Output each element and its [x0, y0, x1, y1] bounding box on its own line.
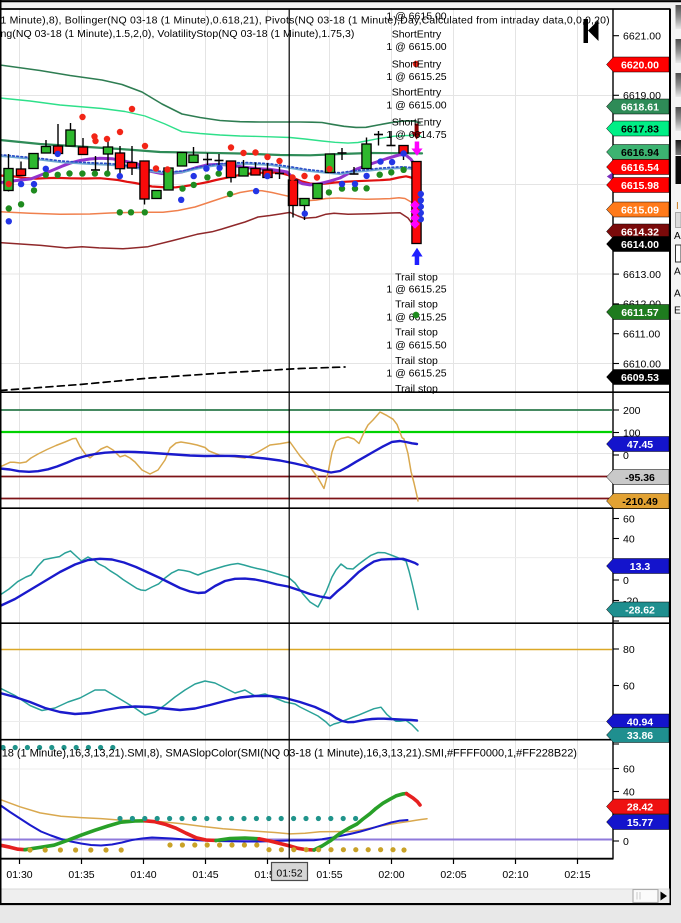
svg-text:A: A — [674, 267, 681, 278]
svg-text:6621.00: 6621.00 — [623, 31, 661, 43]
svg-text:6614.32: 6614.32 — [621, 226, 659, 238]
svg-text:6614.00: 6614.00 — [621, 239, 659, 251]
svg-text:ShortEntry: ShortEntry — [392, 87, 442, 99]
svg-text:ShortEntry: ShortEntry — [392, 59, 442, 71]
svg-text:15.77: 15.77 — [627, 817, 653, 829]
svg-text:6611.00: 6611.00 — [623, 329, 660, 341]
svg-text:01:55: 01:55 — [316, 869, 342, 881]
svg-text:6616.94: 6616.94 — [621, 147, 659, 159]
svg-text:6615.09: 6615.09 — [621, 204, 659, 216]
svg-text:60: 60 — [623, 763, 635, 775]
svg-text:ShortEntry: ShortEntry — [392, 117, 442, 129]
svg-text:80: 80 — [623, 644, 635, 656]
svg-text:Trail stop: Trail stop — [395, 355, 438, 367]
svg-text:0: 0 — [623, 575, 629, 587]
svg-text:60: 60 — [623, 680, 635, 692]
svg-text:40.94: 40.94 — [627, 716, 653, 728]
svg-text:1 @ 6615.00: 1 @ 6615.00 — [386, 11, 446, 23]
svg-text:I: I — [676, 201, 679, 212]
svg-text:1 @ 6615.25: 1 @ 6615.25 — [386, 71, 446, 83]
svg-text:6617.83: 6617.83 — [621, 123, 659, 135]
svg-text:6618.61: 6618.61 — [621, 101, 659, 113]
svg-text:1 @ 6615.00: 1 @ 6615.00 — [386, 100, 446, 112]
svg-text:ng(NQ 03-18 (1 Minute),1.5,2,0: ng(NQ 03-18 (1 Minute),1.5,2,0), Volatil… — [1, 28, 355, 40]
svg-text:01:35: 01:35 — [68, 869, 94, 881]
svg-text:A: A — [674, 289, 681, 300]
svg-text:6620.00: 6620.00 — [621, 59, 659, 71]
svg-text:-210.49: -210.49 — [622, 496, 658, 508]
svg-text:0: 0 — [623, 450, 629, 462]
svg-text:1 @ 6614.75: 1 @ 6614.75 — [386, 129, 446, 141]
svg-text:1 @ 6615.00: 1 @ 6615.00 — [386, 41, 446, 53]
svg-text:01:45: 01:45 — [192, 869, 218, 881]
svg-text:40: 40 — [623, 786, 635, 798]
svg-text:Trail stop: Trail stop — [395, 272, 438, 284]
svg-text:02:15: 02:15 — [564, 869, 590, 881]
svg-text:47.45: 47.45 — [627, 439, 653, 451]
svg-text:1 @ 6615.25: 1 @ 6615.25 — [386, 284, 446, 296]
svg-text:60: 60 — [623, 513, 635, 525]
svg-text:33.86: 33.86 — [627, 730, 653, 742]
svg-text:-95.36: -95.36 — [625, 472, 655, 484]
svg-text:1 Minute),8), Bollinger(NQ 03-: 1 Minute),8), Bollinger(NQ 03-18 (1 Minu… — [1, 15, 610, 27]
svg-text:6609.53: 6609.53 — [621, 372, 659, 384]
svg-text:28.42: 28.42 — [627, 801, 653, 813]
svg-text:01:52: 01:52 — [276, 868, 302, 880]
svg-text:A: A — [674, 231, 681, 242]
svg-text:6611.57: 6611.57 — [621, 307, 659, 319]
svg-text:02:00: 02:00 — [378, 869, 404, 881]
svg-text:02:05: 02:05 — [440, 869, 466, 881]
svg-text:6615.98: 6615.98 — [621, 180, 659, 192]
svg-text:Trail stop: Trail stop — [395, 327, 438, 339]
svg-text:200: 200 — [623, 405, 641, 417]
svg-text:6613.00: 6613.00 — [623, 269, 661, 281]
svg-text:Trail stop: Trail stop — [395, 383, 438, 395]
svg-text:6616.54: 6616.54 — [621, 162, 659, 174]
svg-text:Trail stop: Trail stop — [395, 299, 438, 311]
svg-text:02:10: 02:10 — [502, 869, 528, 881]
svg-text:1 @ 6615.50: 1 @ 6615.50 — [386, 340, 446, 352]
svg-text:13.3: 13.3 — [630, 561, 651, 573]
svg-text:ShortEntry: ShortEntry — [392, 29, 442, 41]
svg-text:0: 0 — [623, 836, 629, 848]
svg-text:6610.00: 6610.00 — [623, 358, 661, 370]
svg-text:1 @ 6615.25: 1 @ 6615.25 — [386, 368, 446, 380]
svg-text:3-18 (1 Minute),16,3,13,21).SM: 3-18 (1 Minute),16,3,13,21).SMI,8), SMAS… — [0, 748, 577, 760]
svg-text:-28.62: -28.62 — [625, 604, 655, 616]
svg-text:01:30: 01:30 — [6, 869, 32, 881]
svg-text:01:40: 01:40 — [130, 869, 156, 881]
svg-text:40: 40 — [623, 533, 635, 545]
svg-text:E: E — [674, 306, 681, 317]
